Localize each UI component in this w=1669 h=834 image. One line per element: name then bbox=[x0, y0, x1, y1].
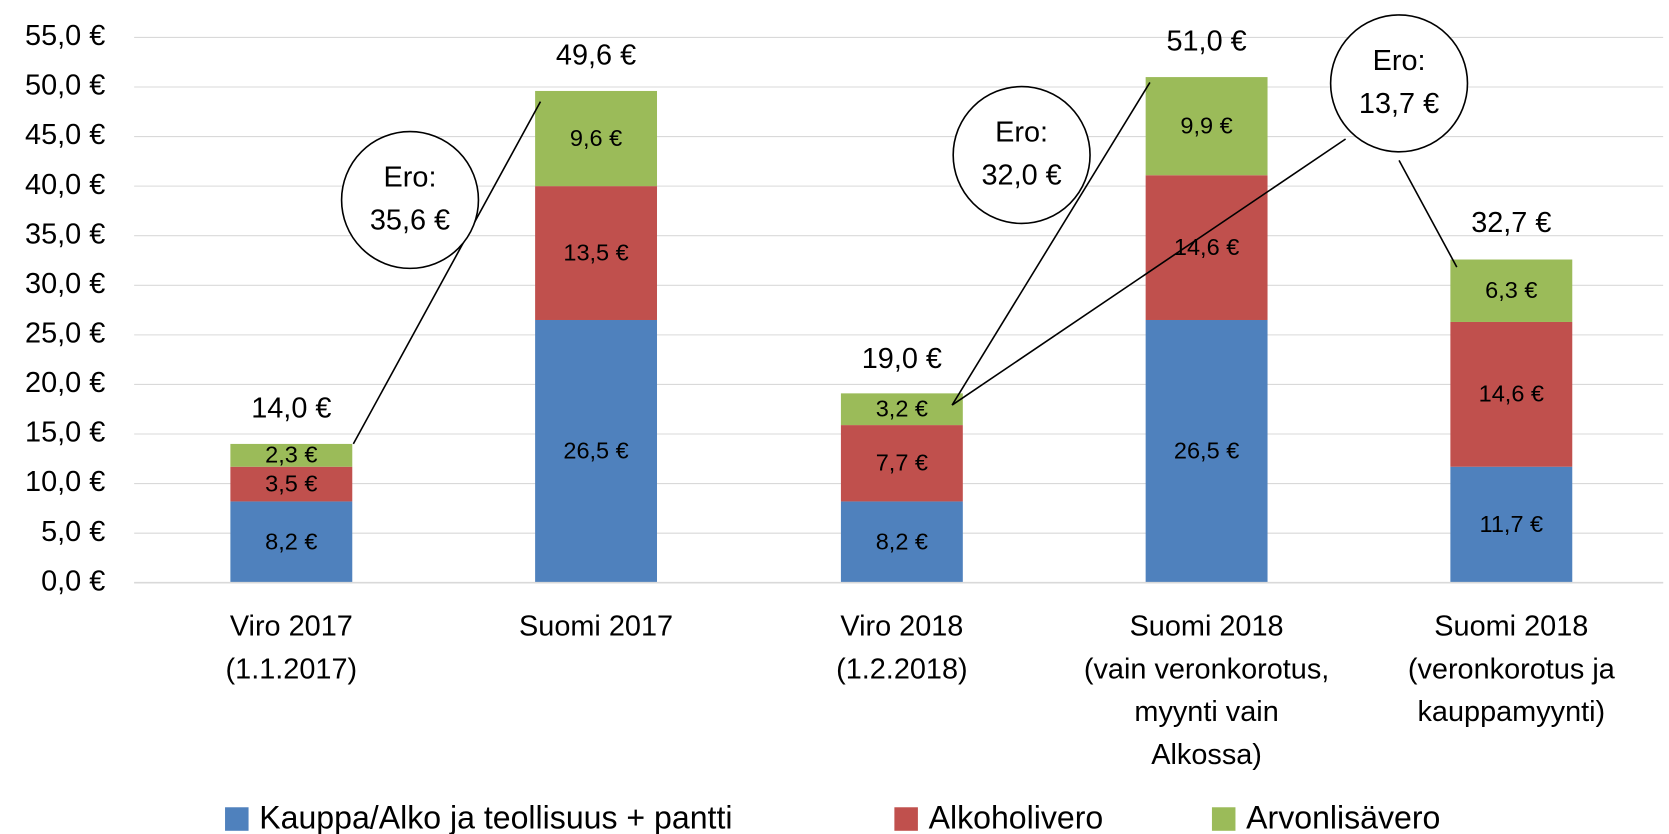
legend-label: Arvonlisävero bbox=[1246, 800, 1440, 834]
total-label: 32,7 € bbox=[1471, 207, 1551, 239]
value-label: 6,3 € bbox=[1485, 277, 1537, 303]
total-label: 14,0 € bbox=[251, 392, 331, 424]
y-tick-label: 35,0 € bbox=[25, 218, 105, 250]
y-tick-label: 55,0 € bbox=[25, 20, 105, 52]
value-label: 2,3 € bbox=[265, 442, 317, 468]
legend-swatch bbox=[894, 807, 918, 831]
bar-segment bbox=[535, 319, 658, 583]
value-label: 3,5 € bbox=[265, 470, 317, 496]
value-label: 9,6 € bbox=[570, 125, 622, 151]
annotation-circle bbox=[1329, 14, 1469, 153]
y-tick-label: 40,0 € bbox=[25, 169, 105, 201]
y-tick-label: 20,0 € bbox=[25, 367, 105, 399]
x-tick-label: Viro 2018 (1.2.2018) bbox=[836, 610, 968, 685]
annotation-text: Ero: 35,6 € bbox=[370, 161, 450, 236]
legend-label: Alkoholivero bbox=[929, 800, 1104, 834]
bar-segment bbox=[535, 186, 658, 320]
y-tick-label: 0,0 € bbox=[41, 565, 105, 597]
bar-segment bbox=[1145, 175, 1268, 320]
total-label: 49,6 € bbox=[556, 39, 636, 71]
x-tick-label: Suomi 2018 (vain veronkorotus, myynti vain… bbox=[1084, 610, 1329, 770]
bar-segment bbox=[230, 443, 353, 467]
value-label: 14,6 € bbox=[1479, 381, 1544, 407]
y-tick-label: 10,0 € bbox=[25, 466, 105, 498]
value-label: 8,2 € bbox=[876, 528, 928, 554]
value-label: 9,9 € bbox=[1180, 112, 1232, 138]
bar-segment bbox=[1145, 77, 1268, 176]
y-tick-label: 30,0 € bbox=[25, 268, 105, 300]
bar-segment bbox=[230, 466, 353, 502]
value-label: 3,2 € bbox=[876, 396, 928, 422]
bar-segment bbox=[1450, 259, 1573, 322]
annotation-line bbox=[951, 82, 1151, 406]
total-label: 51,0 € bbox=[1166, 25, 1246, 57]
bar-segment bbox=[1450, 321, 1573, 467]
legend-swatch bbox=[225, 807, 249, 831]
bar-segment bbox=[1450, 466, 1573, 583]
y-tick-label: 45,0 € bbox=[25, 119, 105, 151]
annotation-line bbox=[1398, 160, 1458, 268]
value-label: 26,5 € bbox=[1174, 438, 1239, 464]
annotation-circle bbox=[340, 130, 480, 270]
annotation-text: Ero: 32,0 € bbox=[981, 116, 1061, 191]
bar-segment bbox=[1145, 319, 1268, 583]
x-tick-label: Viro 2017 (1.1.2017) bbox=[226, 610, 358, 685]
y-tick-label: 15,0 € bbox=[25, 417, 105, 449]
y-tick-label: 5,0 € bbox=[41, 516, 105, 548]
x-tick-label: Suomi 2018 (veronkorotus ja kauppamyynti) bbox=[1408, 610, 1616, 728]
value-label: 13,5 € bbox=[563, 239, 628, 265]
x-tick-label: Suomi 2017 bbox=[519, 610, 673, 642]
value-label: 26,5 € bbox=[563, 438, 628, 464]
bar-segment bbox=[840, 501, 963, 583]
annotation-circle bbox=[952, 85, 1091, 225]
bar-segment bbox=[840, 425, 963, 502]
bar-segment bbox=[535, 90, 658, 187]
value-label: 14,6 € bbox=[1174, 234, 1239, 260]
value-label: 7,7 € bbox=[876, 450, 928, 476]
annotation-text: Ero: 13,7 € bbox=[1359, 45, 1439, 120]
y-tick-label: 50,0 € bbox=[25, 70, 105, 102]
total-label: 19,0 € bbox=[862, 343, 942, 375]
annotation-line bbox=[951, 138, 1347, 406]
annotation-line bbox=[352, 101, 542, 445]
value-label: 11,7 € bbox=[1480, 511, 1544, 537]
legend-swatch bbox=[1211, 807, 1236, 831]
bar-segment bbox=[840, 393, 963, 426]
y-tick-label: 25,0 € bbox=[25, 317, 105, 349]
bar-segment bbox=[230, 501, 353, 583]
value-label: 8,2 € bbox=[265, 528, 317, 554]
legend-label: Kauppa/Alko ja teollisuus + pantti bbox=[259, 800, 732, 834]
